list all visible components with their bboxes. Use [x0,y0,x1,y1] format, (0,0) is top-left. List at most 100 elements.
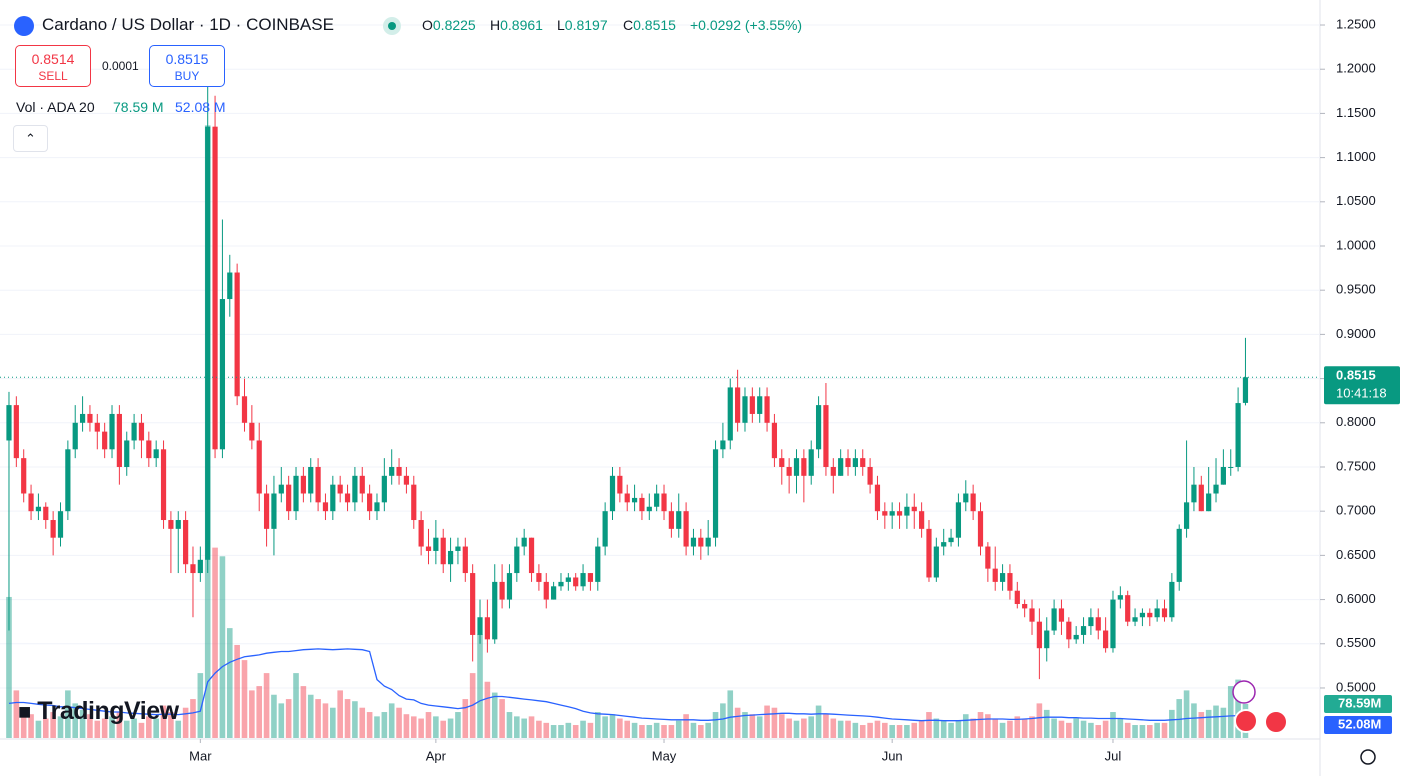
volume-bar [808,716,815,738]
buy-button[interactable]: 0.8515 BUY [149,45,225,87]
candle-body [447,550,454,565]
last-price-tag [1324,366,1400,405]
volume-bar [79,709,86,738]
volume-bar [433,716,439,738]
candle-body [1198,484,1204,512]
volume-bar [683,714,689,738]
volume-bar [484,681,491,738]
candle-body [433,537,439,551]
candle-body [521,537,527,547]
volume-ma-tag-label: 52.08M [1338,716,1381,731]
candle-body [124,440,130,467]
volume-bar [528,716,535,738]
collapse-button[interactable]: ⌃ [13,125,48,152]
volume-bar [1073,718,1079,738]
volume-bar [322,703,329,738]
candle-body [403,475,410,485]
volume-bar [1095,725,1102,738]
candle-body [418,520,424,547]
volume-bar [337,690,343,738]
x-tick-label: Mar [189,748,212,763]
volume-bar [72,703,79,738]
volume-tag-label: 78.59M [1338,695,1381,710]
volume-bar [499,699,505,738]
candle-body [536,573,542,582]
volume-bar [138,722,145,738]
volume-bar [131,718,137,738]
volume-bar [631,722,638,738]
y-tick-label: 1.1500 [1336,105,1376,120]
volume-ma-line [8,648,1246,722]
volume-bar [374,716,380,738]
volume-bar [1205,709,1212,738]
candle-body [234,272,240,397]
volume-bar [278,703,285,738]
candle-body [455,546,461,551]
ohlc-open: O0.8225 [422,17,476,33]
volume-bar [948,722,954,738]
volume-bar [940,720,947,738]
candle-body [609,475,616,512]
ohlc-close: C0.8515 [623,17,676,33]
volume-bar [521,718,527,738]
candle-body [367,493,373,512]
volume-bar [109,716,115,738]
y-tick-label: 0.5000 [1336,679,1376,694]
candle-body [757,396,763,414]
y-tick-label: 0.6000 [1336,591,1376,606]
candle-body [1235,403,1241,467]
buy-price: 0.8515 [165,51,209,67]
volume-bar [65,690,71,738]
volume-bar [970,718,976,738]
volume-bar [160,705,167,738]
y-tick-label: 0.9500 [1336,282,1376,297]
candle-body [815,405,822,450]
volume-bar [874,720,881,738]
volume-bar [101,718,108,738]
volume-bar [1117,718,1124,738]
volume-bar [778,714,785,738]
candle-body [352,475,358,503]
candle-body [889,511,895,516]
candle-body [411,484,417,521]
volume-bar [1176,699,1183,738]
volume-bar [859,725,866,738]
volume-bar [992,718,999,738]
candle-body [183,520,189,565]
volume-bar [1139,725,1146,738]
candle-body [43,506,49,521]
flag-icon [1234,709,1258,733]
candle-body [1242,377,1249,403]
volume-bar [668,725,675,738]
volume-bar [293,673,299,738]
volume-bar [1198,712,1205,738]
volume-ma-value: 52.08 M [175,99,226,115]
candle-body [1125,595,1131,622]
symbol-icon [14,16,34,36]
candle-body [727,387,733,441]
candle-body [57,511,64,538]
candle-body [1161,608,1168,618]
volume-bar [712,712,719,738]
candle-body [1080,626,1087,635]
volume-bar [646,725,653,738]
y-tick-label: 1.0000 [1336,237,1376,252]
last-price-label: 0.8515 [1336,368,1376,383]
volume-bar [87,714,93,738]
status-dot [383,17,401,35]
sell-label: SELL [38,69,68,83]
volume-bar [602,716,608,738]
volume-bar [388,703,395,738]
candle-body [256,440,262,494]
volume-bar [1036,703,1043,738]
candle-body [300,475,306,494]
candle-body [1073,634,1079,640]
candle-body [168,520,174,529]
candle-body [1147,612,1153,618]
volume-bar [197,673,204,738]
candle-body [720,440,726,450]
candle-body [830,466,836,476]
sell-button[interactable]: 0.8514 SELL [15,45,91,87]
volume-bar [1154,722,1160,738]
candle-body [1051,608,1057,631]
